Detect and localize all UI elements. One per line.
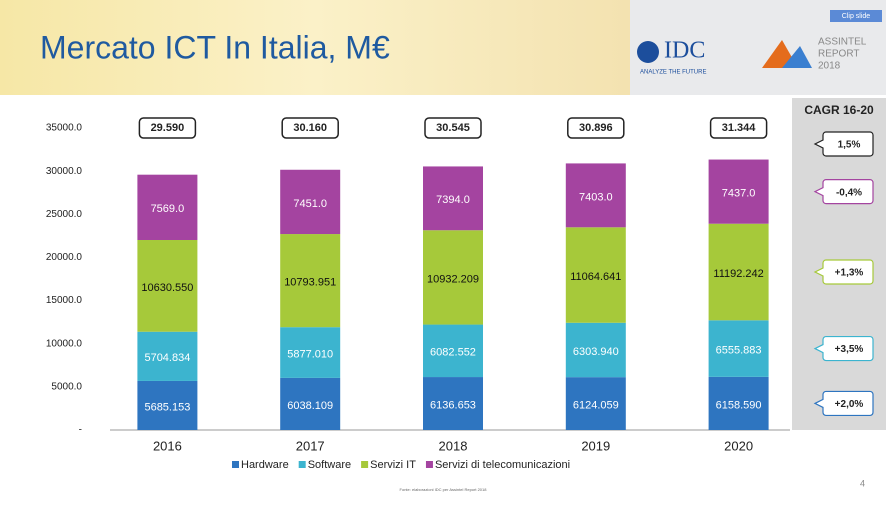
y-tick-label: 15000.0 <box>46 295 83 306</box>
total-label: 30.545 <box>436 122 470 134</box>
value-label: 6082.552 <box>430 347 476 359</box>
value-label: 11192.242 <box>713 268 763 280</box>
legend-swatch <box>232 461 239 468</box>
value-label: 10932.209 <box>427 273 479 285</box>
value-label: 5877.010 <box>287 348 333 360</box>
x-tick-label: 2016 <box>153 438 182 453</box>
idc-logo: IDC ANALYZE THE FUTURE <box>637 38 706 76</box>
assintel-text: 2018 <box>818 61 841 72</box>
slide: Mercato ICT In Italia, M€ Clip slide IDC… <box>0 0 886 507</box>
value-label: 6555.883 <box>716 344 762 356</box>
idc-name: IDC <box>664 38 705 64</box>
cagr-title: CAGR 16-20 <box>804 103 874 117</box>
value-label: 6124.059 <box>573 399 619 411</box>
source: Fonte: elaborazioni IDC per Assintel Rep… <box>400 487 488 492</box>
y-tick-label: 30000.0 <box>46 166 83 177</box>
idc-tagline: ANALYZE THE FUTURE <box>640 70 706 76</box>
value-label: 5685.153 <box>144 401 190 413</box>
y-tick-label: 20000.0 <box>46 252 83 263</box>
legend-label: Servizi IT <box>370 459 416 471</box>
total-label: 31.344 <box>722 122 757 134</box>
legend-swatch <box>426 461 433 468</box>
value-label: 6303.940 <box>573 346 619 358</box>
x-tick-label: 2018 <box>439 438 468 453</box>
legend-label: Software <box>308 459 351 471</box>
cagr-label: +3,5% <box>835 344 864 355</box>
y-tick-label: - <box>79 425 82 436</box>
legend-label: Hardware <box>241 459 289 471</box>
value-label: 10793.951 <box>284 277 336 289</box>
x-tick-label: 2019 <box>581 438 610 453</box>
y-tick-label: 5000.0 <box>51 381 82 392</box>
value-label: 6158.590 <box>716 399 762 411</box>
assintel-text: REPORT <box>818 49 860 60</box>
legend-swatch <box>361 461 368 468</box>
cagr-label: 1,5% <box>838 140 861 151</box>
total-label: 29.590 <box>151 122 185 134</box>
x-tick-label: 2020 <box>724 438 753 453</box>
value-label: 11064.641 <box>570 271 621 283</box>
legend-label: Servizi di telecomunicazioni <box>435 459 570 471</box>
value-label: 7451.0 <box>293 198 327 210</box>
value-label: 7437.0 <box>722 188 756 200</box>
total-label: 30.160 <box>293 122 327 134</box>
y-tick-label: 35000.0 <box>46 123 83 134</box>
y-tick-label: 10000.0 <box>46 338 83 349</box>
clip-label[interactable]: Clip slide <box>842 13 871 20</box>
cagr-label: +1,3% <box>835 268 864 279</box>
value-label: 5704.834 <box>144 352 190 364</box>
cagr-label: -0,4% <box>836 187 862 198</box>
cagr-label: +2,0% <box>835 399 864 410</box>
slide-title: Mercato ICT In Italia, M€ <box>40 29 390 65</box>
total-label: 30.896 <box>579 122 613 134</box>
value-label: 6038.109 <box>287 400 333 412</box>
assintel-text: ASSINTEL <box>818 37 867 48</box>
x-tick-label: 2017 <box>296 438 325 453</box>
value-label: 7569.0 <box>151 203 185 215</box>
y-tick-label: 25000.0 <box>46 209 83 220</box>
value-label: 7403.0 <box>579 191 613 203</box>
value-label: 10630.550 <box>141 282 193 294</box>
value-label: 7394.0 <box>436 194 470 206</box>
legend-swatch <box>299 461 306 468</box>
value-label: 6136.653 <box>430 399 476 411</box>
idc-globe <box>637 41 659 63</box>
page-number: 4 <box>860 478 865 488</box>
